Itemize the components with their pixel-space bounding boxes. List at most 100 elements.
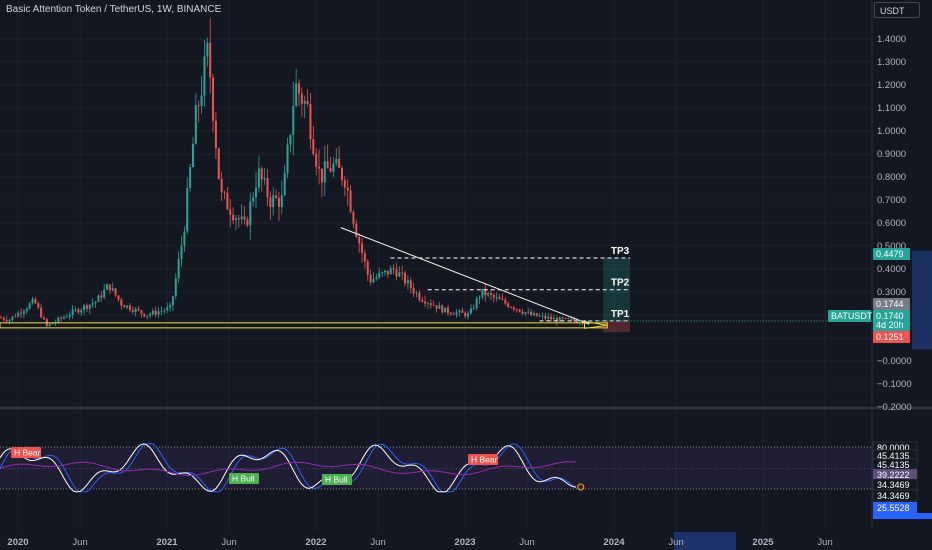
- h-bull-label: H Bull: [325, 475, 348, 485]
- candle-body: [51, 323, 54, 325]
- candle: [83, 303, 86, 315]
- time-tick: Jun: [817, 537, 832, 548]
- candle: [323, 145, 326, 197]
- candle-body: [169, 305, 172, 308]
- candle-body: [283, 172, 286, 196]
- candle: [137, 305, 140, 312]
- tp3-price-badge-bg: [873, 248, 910, 260]
- candle: [389, 265, 392, 275]
- candle-body: [355, 223, 358, 237]
- candle-body: [269, 197, 272, 208]
- candle: [312, 125, 315, 156]
- candle-body: [171, 296, 174, 306]
- candle-body: [512, 307, 515, 310]
- candle: [114, 287, 117, 298]
- candle-body: [389, 268, 392, 275]
- candle-body: [34, 299, 37, 304]
- candle-body: [518, 309, 521, 312]
- candle: [252, 191, 255, 207]
- h-bear-label: H Bear: [14, 448, 41, 458]
- candle: [309, 92, 312, 150]
- candle-body: [163, 310, 166, 312]
- candle: [237, 215, 240, 228]
- candle: [429, 299, 432, 309]
- stop-price-badge-bg: [873, 331, 910, 343]
- time-tick: 2023: [454, 537, 475, 548]
- candle-body: [489, 293, 492, 295]
- candle: [467, 310, 470, 320]
- candle-body: [146, 315, 149, 317]
- candle: [266, 169, 269, 207]
- candle-body: [257, 168, 260, 188]
- tp1-price-badge-bg: [873, 298, 910, 310]
- candle-body: [507, 303, 510, 307]
- candle-body: [263, 178, 266, 180]
- candle-body: [467, 313, 470, 317]
- time-tick: 2025: [752, 537, 774, 548]
- candle: [17, 310, 20, 318]
- price-axis[interactable]: 1.4000 1.3000 1.2000 1.1000 1.0000 0.9000 0.80…: [877, 34, 932, 413]
- candle: [220, 171, 223, 201]
- candle-body: [375, 277, 378, 280]
- candle: [478, 295, 481, 305]
- candle-body: [398, 272, 401, 277]
- candle: [134, 307, 137, 317]
- candle: [567, 317, 570, 320]
- candle: [292, 81, 295, 156]
- stop-price-badge: 0.1251: [876, 332, 904, 342]
- tp3-label: TP3: [611, 246, 630, 257]
- candle: [169, 302, 172, 312]
- time-axis[interactable]: 2020 Jun 2021 Jun 2022 Jun 2023 Jun 2024 Jun 2025 J…: [0, 532, 932, 550]
- candle-body: [266, 178, 269, 198]
- candle-body: [515, 309, 518, 311]
- candle-body: [149, 314, 151, 316]
- candle-body: [361, 243, 364, 254]
- candle-body: [8, 319, 11, 322]
- candle-body: [484, 288, 487, 296]
- candle-body: [472, 307, 475, 309]
- candle: [212, 73, 215, 133]
- candle-body: [154, 310, 157, 315]
- candle-body: [492, 294, 495, 298]
- currency-selector[interactable]: USDT: [874, 2, 920, 18]
- tp1-label: TP1: [611, 309, 630, 320]
- range-highlight: [912, 250, 932, 350]
- candle-body: [68, 314, 71, 317]
- countdown-badge: 4d 20h: [876, 320, 904, 330]
- candle-body: [134, 308, 137, 312]
- candle-body: [157, 311, 160, 315]
- price-tick: 0.7000: [877, 195, 906, 206]
- candle-body: [106, 284, 109, 290]
- osc-badge: 45.4135: [877, 460, 910, 470]
- candle: [501, 293, 504, 301]
- h-bull-label-bg: [229, 473, 259, 484]
- h-bear-label: H Bear: [471, 455, 498, 465]
- candle: [234, 214, 237, 231]
- candle-body: [475, 298, 478, 308]
- candle: [295, 69, 298, 108]
- candle: [332, 156, 335, 178]
- candle-body: [340, 167, 343, 181]
- candle: [186, 177, 189, 234]
- candle: [232, 207, 235, 225]
- candle-body: [103, 289, 106, 298]
- candle-body: [14, 316, 17, 318]
- candle: [383, 270, 386, 276]
- candle-body: [2, 318, 5, 320]
- candle: [472, 304, 475, 310]
- candle: [306, 88, 309, 107]
- price-tick: 1.3000: [877, 57, 906, 68]
- time-tick: Jun: [519, 537, 534, 548]
- candle-body: [510, 306, 513, 308]
- candle: [243, 206, 246, 225]
- osc-band: [0, 447, 872, 489]
- candle: [340, 165, 343, 187]
- candle-body: [226, 192, 229, 210]
- candle-body: [140, 310, 143, 314]
- candle-body: [272, 195, 275, 208]
- candle-body: [363, 253, 366, 262]
- candle: [507, 301, 510, 309]
- candle: [8, 318, 11, 325]
- candle-body: [527, 311, 530, 313]
